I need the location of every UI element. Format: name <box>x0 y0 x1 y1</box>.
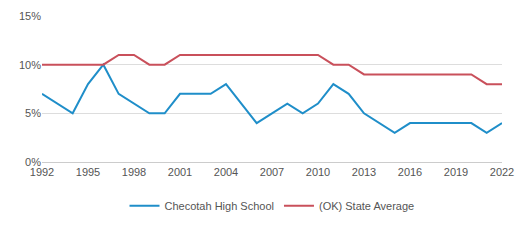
svg-text:1992: 1992 <box>30 166 54 178</box>
svg-text:2001: 2001 <box>168 166 192 178</box>
svg-text:5%: 5% <box>25 107 41 119</box>
svg-text:2004: 2004 <box>214 166 238 178</box>
svg-text:10%: 10% <box>19 59 41 71</box>
svg-text:Checotah High School: Checotah High School <box>165 200 274 212</box>
svg-text:1998: 1998 <box>122 166 146 178</box>
svg-text:2016: 2016 <box>398 166 422 178</box>
svg-text:2022: 2022 <box>490 166 514 178</box>
svg-text:0%: 0% <box>25 156 41 168</box>
svg-text:2013: 2013 <box>352 166 376 178</box>
svg-text:15%: 15% <box>19 10 41 22</box>
svg-text:2019: 2019 <box>444 166 468 178</box>
svg-text:(OK) State Average: (OK) State Average <box>319 200 414 212</box>
svg-text:2007: 2007 <box>260 166 284 178</box>
svg-text:2010: 2010 <box>306 166 330 178</box>
svg-text:1995: 1995 <box>76 166 100 178</box>
